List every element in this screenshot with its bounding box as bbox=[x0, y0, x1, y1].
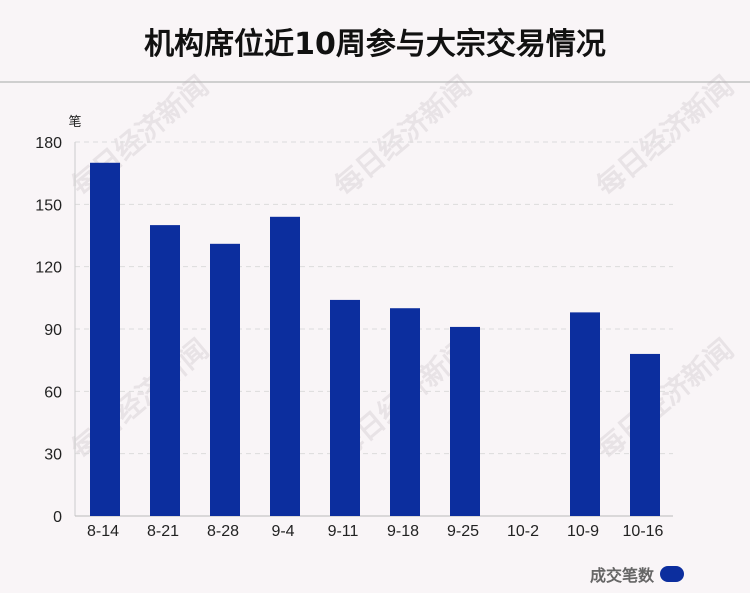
x-tick-label: 9-18 bbox=[387, 523, 419, 540]
y-tick-label: 120 bbox=[35, 260, 62, 277]
bar bbox=[630, 353, 660, 516]
y-tick-label: 30 bbox=[44, 447, 62, 464]
x-tick-label: 9-25 bbox=[447, 523, 479, 540]
y-tick-label: 150 bbox=[35, 197, 62, 214]
legend-label: 成交笔数 bbox=[589, 566, 654, 585]
bar bbox=[330, 299, 360, 516]
x-tick-label: 10-16 bbox=[623, 523, 664, 540]
y-tick-label: 60 bbox=[44, 384, 62, 401]
bar bbox=[150, 225, 180, 516]
bar bbox=[210, 243, 240, 517]
legend-swatch bbox=[660, 566, 684, 582]
legend: 成交笔数 bbox=[590, 562, 684, 586]
bar bbox=[390, 308, 420, 516]
y-tick-label: 0 bbox=[53, 509, 62, 526]
x-tick-label: 9-4 bbox=[271, 523, 294, 540]
chart-title: 机构席位近10周参与大宗交易情况 bbox=[144, 27, 606, 62]
title-divider bbox=[0, 81, 750, 83]
x-tick-label: 10-2 bbox=[507, 523, 539, 540]
bar bbox=[270, 216, 300, 517]
x-tick-label: 8-14 bbox=[87, 523, 119, 540]
y-tick-label: 180 bbox=[35, 135, 62, 152]
x-tick-label: 8-28 bbox=[207, 523, 239, 540]
x-tick-label: 8-21 bbox=[147, 523, 179, 540]
bar bbox=[90, 162, 120, 516]
x-tick-label: 10-9 bbox=[567, 523, 599, 540]
x-tick-label: 9-11 bbox=[328, 523, 359, 540]
y-axis-label: 笔 bbox=[68, 114, 81, 130]
bar bbox=[450, 326, 480, 516]
bar bbox=[570, 312, 600, 516]
y-tick-label: 90 bbox=[44, 322, 62, 339]
